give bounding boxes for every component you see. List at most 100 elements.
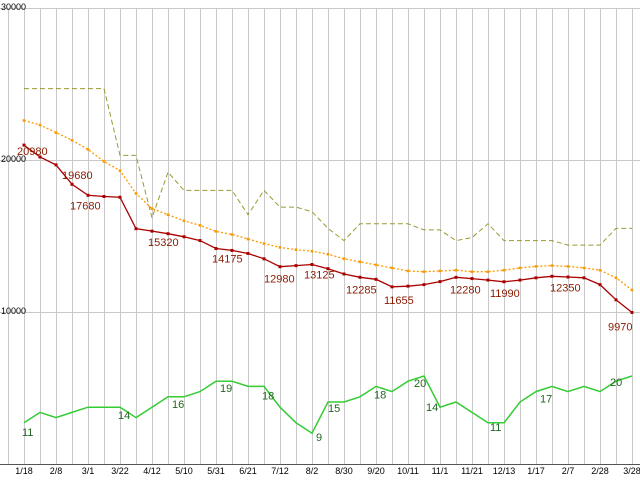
average-price-marker <box>486 270 490 274</box>
x-tick-label: 6/21 <box>239 466 257 476</box>
lowest-price-marker <box>374 277 378 281</box>
average-price-marker <box>390 266 394 270</box>
store-count-label: 18 <box>262 390 274 402</box>
average-price-marker <box>406 269 410 273</box>
average-price-marker <box>54 131 58 134</box>
average-price-marker <box>150 207 154 210</box>
store-count-label: 11 <box>490 422 501 434</box>
average-price-marker <box>182 219 186 223</box>
x-tick-label: 9/20 <box>367 466 385 476</box>
lowest-price-label: 19680 <box>62 170 93 182</box>
average-price-marker <box>22 119 26 122</box>
x-tick-label: 1/18 <box>15 466 33 476</box>
x-tick-label: 12/13 <box>493 466 516 476</box>
average-price-marker <box>342 257 346 261</box>
average-price-marker <box>166 213 170 217</box>
lowest-price-marker <box>454 275 458 279</box>
lowest-price-label: 15320 <box>148 237 179 249</box>
lowest-price-marker <box>166 232 170 236</box>
lowest-price-marker <box>422 283 426 287</box>
average-price-marker <box>230 233 234 236</box>
lowest-price-label: 12285 <box>346 284 377 296</box>
store-count-label: 14 <box>426 402 438 414</box>
lowest-price-marker <box>246 251 250 255</box>
store-count-label: 19 <box>220 383 232 395</box>
lowest-price-marker <box>70 182 74 186</box>
lowest-price-label: 13125 <box>304 270 335 282</box>
average-price-marker <box>310 249 314 253</box>
lowest-price-label: 11655 <box>384 295 414 307</box>
lowest-price-marker <box>86 193 90 197</box>
lowest-price-marker <box>518 278 522 282</box>
average-price-marker <box>502 268 506 272</box>
x-tick-label: 2/28 <box>591 466 609 476</box>
lowest-price-label: 12280 <box>450 284 481 296</box>
x-tick-label: 1/17 <box>527 466 545 476</box>
average-price-marker <box>582 266 586 270</box>
average-price-marker <box>278 246 282 249</box>
average-price-marker <box>294 248 298 251</box>
average-price-marker <box>262 242 266 245</box>
store-count-label: 9 <box>316 432 322 444</box>
lowest-price-marker <box>326 267 330 271</box>
y-tick-label: 30000 <box>1 2 26 12</box>
lowest-price-marker <box>150 229 154 233</box>
lowest-price-marker <box>102 194 106 198</box>
average-price-marker <box>134 192 138 195</box>
lowest-price-marker <box>630 310 634 314</box>
store-count-label: 16 <box>172 399 184 411</box>
x-tick-label: 5/10 <box>175 466 193 476</box>
store-count-label: 11 <box>22 427 33 439</box>
lowest-price-label: 20980 <box>17 146 48 158</box>
lowest-price-label: 17680 <box>70 200 101 212</box>
y-tick-label: 20000 <box>1 154 26 164</box>
lowest-price-marker <box>406 284 410 288</box>
average-price-marker <box>630 288 634 292</box>
lowest-price-marker <box>310 263 314 266</box>
store-count-label: 14 <box>118 410 130 422</box>
lowest-price-marker <box>390 285 394 289</box>
lowest-price-label: 12350 <box>550 282 581 294</box>
lowest-price-marker <box>486 278 490 282</box>
x-tick-label: 8/2 <box>306 466 319 476</box>
x-tick-label: 7/12 <box>271 466 289 476</box>
lowest-price-marker <box>230 248 234 252</box>
lowest-price-marker <box>534 276 538 280</box>
lowest-price-marker <box>38 155 42 159</box>
x-tick-label: 4/12 <box>143 466 161 476</box>
lowest-price-marker <box>614 298 618 302</box>
lowest-price-label: 11990 <box>490 288 520 300</box>
average-price-marker <box>326 252 330 256</box>
lowest-price-label: 9970 <box>608 322 632 334</box>
x-tick-label: 11/21 <box>461 466 483 476</box>
lowest-price-marker <box>134 227 138 231</box>
lowest-price-marker <box>182 235 186 239</box>
lowest-price-marker <box>438 280 442 284</box>
x-tick-label: 3/28 <box>623 466 640 476</box>
average-price-marker <box>598 268 602 272</box>
average-price-marker <box>518 266 522 270</box>
lowest-price-label: 14175 <box>212 254 243 266</box>
store-count-label: 15 <box>328 403 340 415</box>
store-count-label: 20 <box>414 378 426 390</box>
average-price-marker <box>102 160 106 163</box>
lowest-price-marker <box>470 277 474 281</box>
store-count-label: 20 <box>610 377 622 389</box>
y-tick-label: 10000 <box>1 306 26 316</box>
average-price-marker <box>38 123 42 127</box>
average-price-marker <box>614 276 618 280</box>
average-price-marker <box>454 268 458 272</box>
lowest-price-marker <box>118 195 122 199</box>
store-count-label: 18 <box>374 389 386 401</box>
average-price-marker <box>246 237 250 241</box>
average-price-marker <box>358 260 362 264</box>
average-price-marker <box>566 265 570 268</box>
lowest-price-marker <box>566 275 570 279</box>
x-tick-label: 2/8 <box>50 466 63 476</box>
x-tick-label: 2/7 <box>562 466 575 476</box>
lowest-price-marker <box>294 264 298 268</box>
average-price-marker <box>86 148 90 151</box>
lowest-price-marker <box>214 247 218 251</box>
